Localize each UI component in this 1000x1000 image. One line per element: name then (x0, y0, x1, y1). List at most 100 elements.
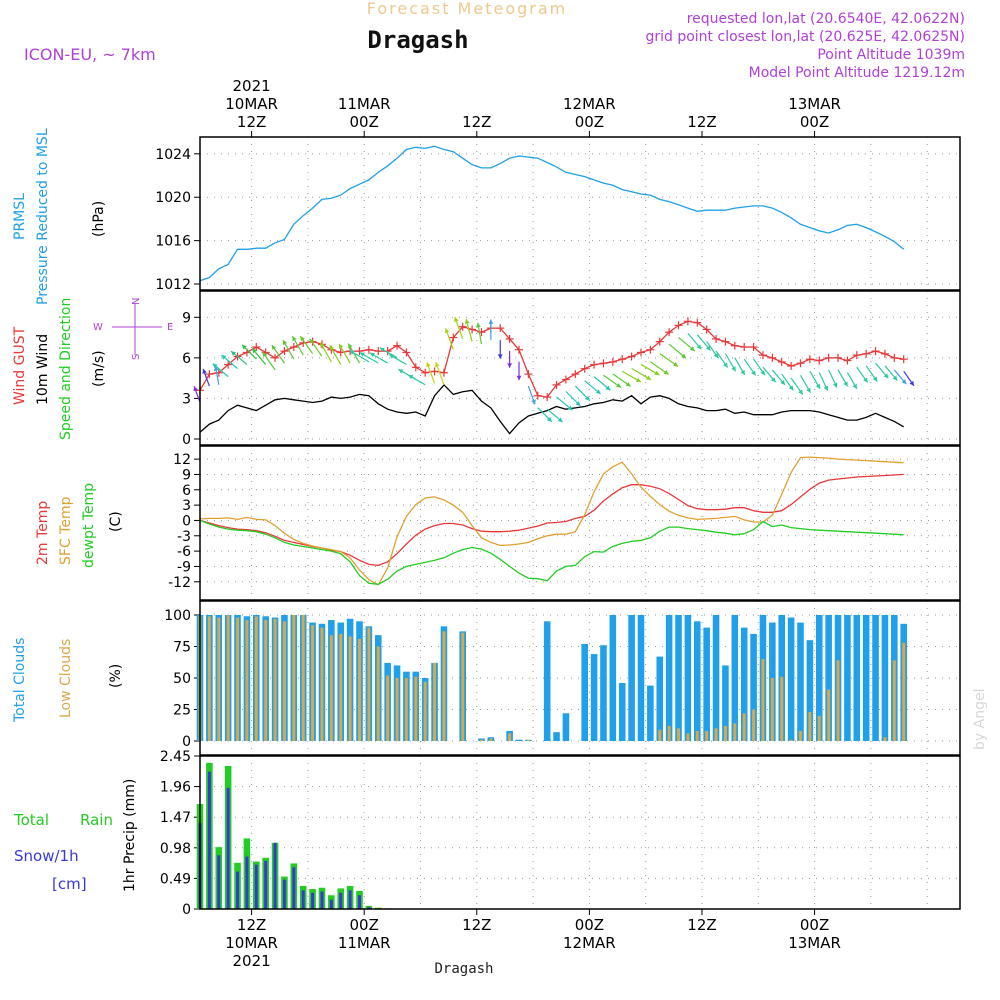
bar-total-cloud (787, 617, 795, 741)
bar-total-cloud (815, 615, 823, 741)
bar-low-cloud (264, 620, 268, 741)
wind-arrow (678, 336, 696, 352)
temp-panel-labels: 2m Temp SFC Temp dewpt Temp (C) (35, 483, 124, 568)
panel-frame (199, 600, 961, 756)
gust-marker (636, 348, 645, 357)
gust-marker (655, 337, 664, 346)
bar-low-cloud (301, 615, 305, 741)
gust-marker (730, 341, 739, 350)
rain-label: Rain (80, 811, 113, 829)
gust-marker (449, 333, 458, 342)
bar-total-cloud (844, 615, 851, 741)
pressure-panel-labels: PRMSL Pressure Reduced to MSL (hPa) (12, 128, 107, 305)
point-altitude: Point Altitude 1039m (817, 47, 965, 63)
bar-snow (339, 892, 343, 909)
gust-marker (712, 334, 721, 343)
y-tick-label: -12 (168, 575, 191, 591)
gust-marker (618, 355, 627, 364)
gust-marker (439, 368, 448, 377)
bar-snow (254, 864, 258, 909)
wind-arrow-head (359, 352, 365, 357)
bar-snow (273, 842, 277, 909)
bar-low-cloud (836, 660, 840, 741)
top-axis-label: 12MAR (563, 95, 616, 113)
bar-low-cloud (376, 646, 380, 741)
bar-low-cloud (892, 660, 896, 741)
wind-arrow (497, 340, 503, 359)
bar-snow (358, 895, 361, 909)
temp-2m-label: 2m Temp (35, 501, 51, 565)
gust-marker (421, 368, 430, 377)
y-tick-label: 1024 (155, 147, 191, 163)
wind-arrow-head (909, 380, 914, 386)
bar-total-cloud (853, 615, 861, 741)
bar-low-cloud (339, 633, 343, 741)
grid-point-coords: grid point closest lon,lat (20.625E, 42.… (645, 29, 965, 45)
wind-arrow-head (663, 369, 669, 375)
cloud-panel-labels: Total Clouds Low Clouds (%) (12, 638, 124, 723)
wind-arrow-head (575, 401, 581, 406)
gust-marker (899, 355, 908, 364)
bar-total-cloud (862, 615, 870, 741)
gust-marker (374, 347, 383, 356)
bar-low-cloud (236, 617, 240, 741)
wind-arrow (893, 369, 907, 385)
wind-arrow-head (476, 322, 481, 328)
y-tick-label: -6 (177, 544, 191, 560)
bar-low-cloud (348, 636, 352, 741)
wind-arrow-head (292, 336, 297, 342)
wind-arrow (706, 341, 719, 359)
wind-arrow-head (282, 340, 288, 346)
y-tick-label: 0.98 (160, 841, 191, 857)
model-altitude: Model Point Altitude 1219.12m (749, 65, 965, 81)
bar-low-cloud (433, 662, 437, 741)
y-tick-label: 25 (173, 703, 191, 719)
gust-marker (871, 347, 880, 356)
bar-total-cloud (543, 621, 551, 741)
wind-arrow-head (309, 338, 315, 344)
top-axis-label: 2021 (233, 77, 271, 95)
y-tick-label: 3 (182, 391, 191, 407)
bar-total-cloud (665, 615, 673, 741)
panel-5: 2.45 1.96 1.47 0.98 0.49 0 (160, 749, 961, 918)
bar-snow (217, 855, 221, 909)
precip-panel-labels: Total Rain Snow/1h [cm] 1hr Precip (mm) (13, 779, 138, 893)
gust-marker (393, 341, 402, 350)
y-tick-label: 0.49 (160, 871, 191, 887)
precip-ylabel: 1hr Precip (mm) (122, 779, 138, 892)
bar-low-cloud (367, 627, 371, 741)
wind-arrow-head (595, 389, 601, 395)
bar-total-cloud (731, 615, 739, 741)
gust-marker (411, 363, 420, 372)
gust-marker (458, 322, 467, 331)
wind-arrow-head (705, 345, 711, 351)
wind-arrow (574, 385, 591, 402)
wind-arrow-head (723, 362, 728, 368)
bar-low-cloud (404, 678, 408, 741)
bottom-axis-label: 12Z (462, 916, 491, 934)
series-line-3-3 (199, 519, 904, 585)
wind-arrow-head (271, 345, 277, 351)
bar-snow (311, 892, 315, 909)
percent-unit-label: (%) (108, 664, 124, 688)
wind-arrow-head (252, 348, 257, 354)
wind-arrow (299, 335, 314, 354)
gust-marker (430, 367, 439, 376)
wind-gust-label: Wind GUST (12, 326, 28, 405)
gust-marker (665, 328, 674, 337)
bar-low-cloud (761, 659, 765, 741)
wind-arrow (488, 319, 494, 341)
model-label: ICON-EU, ~ 7km (24, 45, 156, 64)
requested-coords: requested lon,lat (20.6540E, 42.0622N) (687, 11, 965, 27)
bar-low-cloud (386, 675, 390, 741)
wind-arrow (631, 367, 652, 381)
wind-arrow (865, 365, 878, 382)
gust-marker (768, 353, 777, 362)
wind-arrow-head (202, 368, 207, 374)
bar-low-cloud (217, 617, 221, 741)
snow-unit-label: [cm] (52, 875, 87, 893)
wind-arrow-head (426, 362, 431, 368)
panel-frame (199, 290, 961, 446)
bar-low-cloud (714, 728, 718, 741)
